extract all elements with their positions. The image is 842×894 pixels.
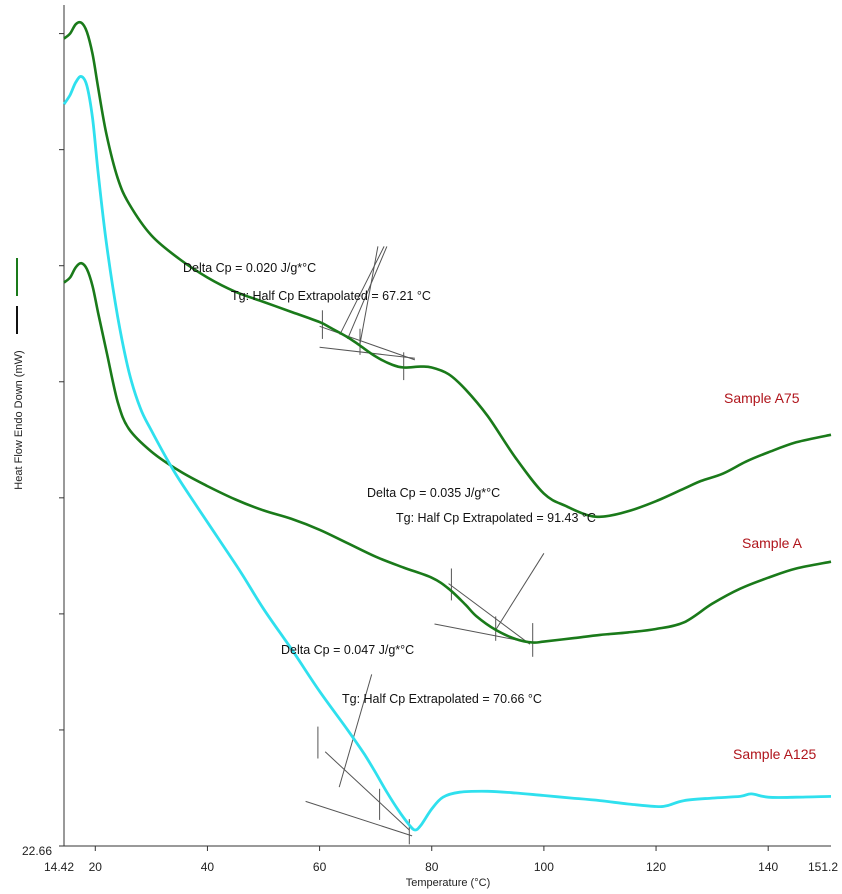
- a125-baseline: [305, 800, 413, 837]
- annotation-a-tg: Tg: Half Cp Extrapolated = 91.43 °C: [396, 511, 596, 525]
- a75-onset-tangent: [319, 325, 416, 361]
- legend-entry-sample-a125: Sample A125: [733, 746, 816, 762]
- y-axis-ticks: [59, 33, 64, 847]
- legend-entry-sample-a: Sample A: [742, 535, 803, 551]
- x-tick-label-40: 40: [201, 860, 215, 874]
- series-line-sample-a75: [63, 20, 832, 519]
- x-axis-title: Temperature (°C): [406, 877, 490, 889]
- a75-pointer-1: [339, 246, 385, 335]
- a125-tangent: [324, 751, 410, 831]
- series-line-sample-a: [63, 261, 832, 644]
- x-tick-label-120: 120: [646, 860, 666, 874]
- annotation-a75-delta-cp: Delta Cp = 0.020 J/g*°C: [183, 261, 316, 275]
- annotation-a-delta-cp: Delta Cp = 0.035 J/g*°C: [367, 486, 500, 500]
- a75-pointer-2: [347, 246, 388, 340]
- x-tick-label-60: 60: [313, 860, 327, 874]
- x-tick-label-20: 20: [89, 860, 103, 874]
- a-tangent: [448, 583, 531, 645]
- tg-construction-lines: [305, 246, 545, 845]
- legend-entry-sample-a75: Sample A75: [724, 390, 800, 406]
- x-axis-ticks: 20 40 60 80 100 120 140: [89, 846, 779, 874]
- y-axis-title: Heat Flow Endo Down (mW): [13, 350, 25, 489]
- y-bottom-label: 22.66: [22, 844, 52, 858]
- a-pointer: [495, 553, 545, 631]
- annotation-a75-tg: Tg: Half Cp Extrapolated = 67.21 °C: [231, 289, 431, 303]
- x-tick-label-100: 100: [534, 860, 554, 874]
- x-tick-label-80: 80: [425, 860, 439, 874]
- annotation-a125-delta-cp: Delta Cp = 0.047 J/g*°C: [281, 643, 414, 657]
- x-start-label: 14.42: [44, 860, 74, 874]
- x-end-label: 151.2: [808, 860, 838, 874]
- x-tick-label-140: 140: [758, 860, 778, 874]
- annotation-a125-tg: Tg: Half Cp Extrapolated = 70.66 °C: [342, 692, 542, 706]
- series-line-sample-a125: [62, 75, 832, 832]
- a75-baseline: [319, 346, 415, 359]
- a125-pointer: [338, 674, 373, 788]
- a75-pointer-3: [359, 246, 379, 344]
